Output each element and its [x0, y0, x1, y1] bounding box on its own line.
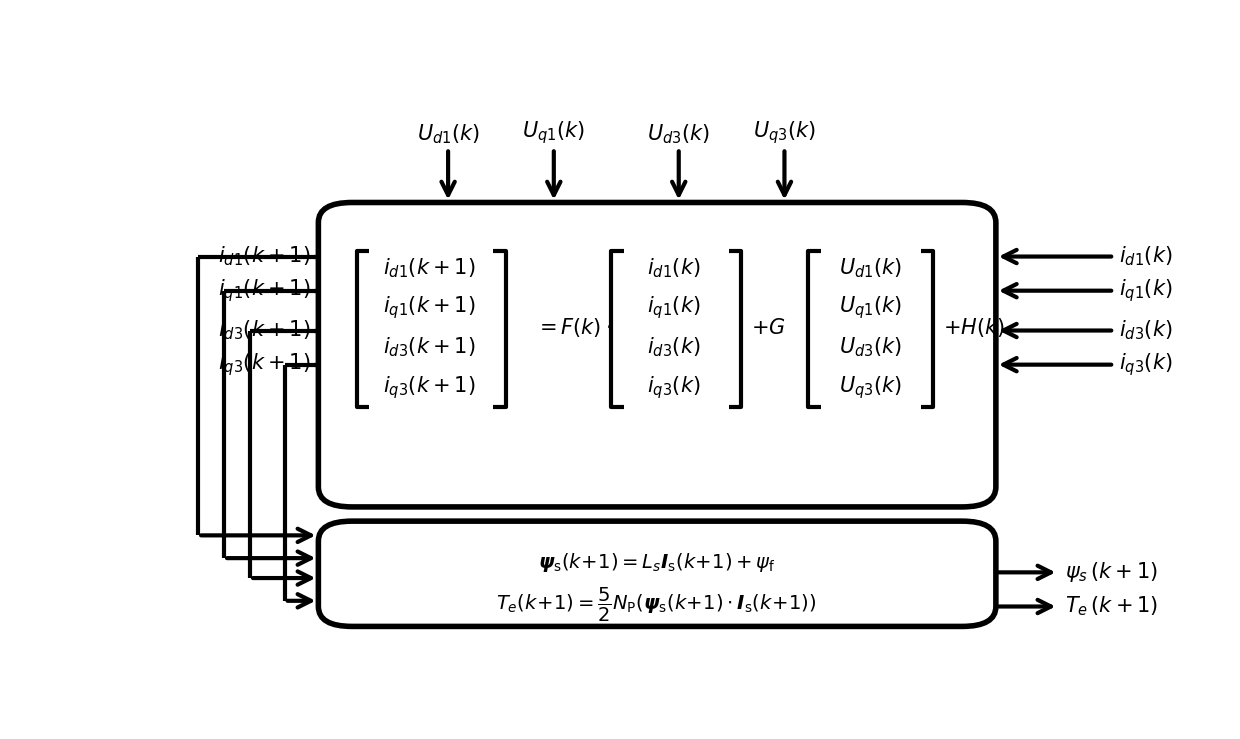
- Text: $U_{q3}(k)$: $U_{q3}(k)$: [753, 119, 816, 146]
- Text: $U_{d3}(k)$: $U_{d3}(k)$: [647, 122, 711, 146]
- Text: $i_{q1}(k+1)$: $i_{q1}(k+1)$: [383, 294, 475, 321]
- Text: $U_{d3}(k)$: $U_{d3}(k)$: [839, 336, 903, 359]
- Text: $U_{q1}(k)$: $U_{q1}(k)$: [839, 294, 903, 321]
- Text: $i_{d1}(k+1)$: $i_{d1}(k+1)$: [383, 256, 475, 280]
- Text: $i_{q3}(k+1)$: $i_{q3}(k+1)$: [218, 351, 311, 378]
- Text: $i_{q1}(k)$: $i_{q1}(k)$: [647, 294, 701, 321]
- Text: $i_{d1}(k)$: $i_{d1}(k)$: [647, 256, 701, 280]
- Text: $+ G$: $+ G$: [751, 318, 785, 338]
- Text: $i_{d3}(k+1)$: $i_{d3}(k+1)$: [218, 319, 311, 342]
- Text: $U_{d1}(k)$: $U_{d1}(k)$: [839, 256, 903, 280]
- Text: $T_e(k\!+\!1) = \dfrac{5}{2}N_{\mathrm{P}}(\boldsymbol{\psi}_{\mathrm{s}}(k\!+\!: $T_e(k\!+\!1) = \dfrac{5}{2}N_{\mathrm{P…: [496, 586, 817, 624]
- Text: $U_{d1}(k)$: $U_{d1}(k)$: [417, 122, 480, 146]
- Text: $i_{q1}(k)$: $i_{q1}(k)$: [1118, 277, 1173, 304]
- FancyBboxPatch shape: [319, 521, 996, 627]
- Text: $T_e\,(k+1)$: $T_e\,(k+1)$: [1065, 595, 1158, 619]
- Text: $i_{d1}(k+1)$: $i_{d1}(k+1)$: [218, 245, 311, 268]
- Text: $i_{q3}(k)$: $i_{q3}(k)$: [1118, 351, 1173, 378]
- FancyBboxPatch shape: [319, 202, 996, 507]
- Text: $i_{q3}(k+1)$: $i_{q3}(k+1)$: [383, 374, 475, 401]
- Text: $+ H(k)$: $+ H(k)$: [942, 316, 1004, 339]
- Text: $\psi_s\,(k+1)$: $\psi_s\,(k+1)$: [1065, 560, 1158, 585]
- Text: $i_{q3}(k)$: $i_{q3}(k)$: [647, 374, 701, 401]
- Text: $U_{q3}(k)$: $U_{q3}(k)$: [839, 374, 903, 401]
- Text: $i_{d1}(k)$: $i_{d1}(k)$: [1118, 245, 1173, 268]
- Text: $i_{d3}(k+1)$: $i_{d3}(k+1)$: [383, 336, 475, 359]
- Text: $\boldsymbol{\psi}_{\mathrm{s}}(k\!+\!1) = L_s\boldsymbol{I}_{\mathrm{s}}(k\!+\!: $\boldsymbol{\psi}_{\mathrm{s}}(k\!+\!1)…: [538, 551, 775, 573]
- Text: $i_{d3}(k)$: $i_{d3}(k)$: [1118, 319, 1173, 342]
- Text: $= F(k)\cdot$: $= F(k)\cdot$: [534, 316, 611, 339]
- Text: $U_{q1}(k)$: $U_{q1}(k)$: [522, 119, 585, 146]
- Text: $i_{q1}(k+1)$: $i_{q1}(k+1)$: [218, 277, 311, 304]
- Text: $i_{d3}(k)$: $i_{d3}(k)$: [647, 336, 701, 359]
